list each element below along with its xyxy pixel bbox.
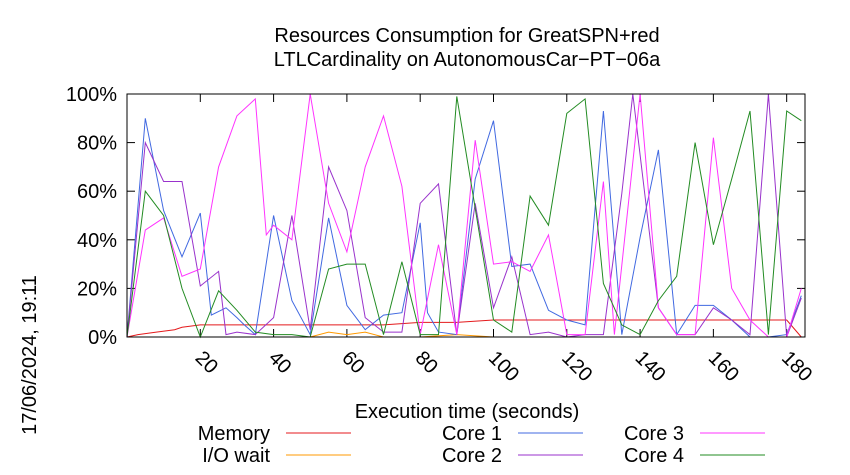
chart-title: Resources Consumption for GreatSPN+red	[274, 25, 659, 47]
timestamp-label: 17/06/2024, 19:11	[19, 275, 41, 435]
legend-label-core-4: Core 4	[624, 445, 684, 467]
legend-label-memory: Memory	[198, 423, 270, 445]
chart-subtitle: LTLCardinality on AutonomousCar−PT−06a	[274, 49, 661, 71]
x-axis-label: Execution time (seconds)	[355, 401, 580, 423]
y-tick-label: 40%	[77, 230, 117, 252]
series-layer	[126, 93, 802, 339]
legend-label-core-2: Core 2	[442, 445, 502, 467]
y-tick-label: 100%	[66, 84, 117, 106]
series-line-core-3	[126, 93, 802, 338]
x-tick-label: 180	[777, 347, 816, 386]
y-tick-label: 20%	[77, 278, 117, 300]
series-line-memory	[126, 319, 802, 338]
x-tick-label: 100	[484, 347, 523, 386]
x-tick-label: 120	[557, 347, 596, 386]
series-line-core-4	[126, 96, 802, 339]
x-tick-label: 60	[337, 347, 368, 378]
y-tick-label: 80%	[77, 133, 117, 155]
legend-label-i-o-wait: I/O wait	[202, 445, 270, 467]
legend-label-core-1: Core 1	[442, 423, 502, 445]
y-tick-label: 0%	[88, 327, 117, 349]
x-tick-label: 160	[704, 347, 743, 386]
plot-frame	[126, 93, 806, 338]
x-tick-label: 140	[631, 347, 670, 386]
y-axis: 0% 20% 40% 60% 80% 100%	[66, 84, 805, 349]
x-axis: 20 40 60 80 100 120 140 160 180	[191, 94, 816, 386]
y-tick-label: 60%	[77, 181, 117, 203]
x-tick-label: 40	[264, 347, 295, 378]
x-tick-label: 20	[191, 347, 222, 378]
x-tick-label: 80	[411, 347, 442, 378]
series-line-core-1	[126, 110, 802, 338]
legend-label-core-3: Core 3	[624, 423, 684, 445]
